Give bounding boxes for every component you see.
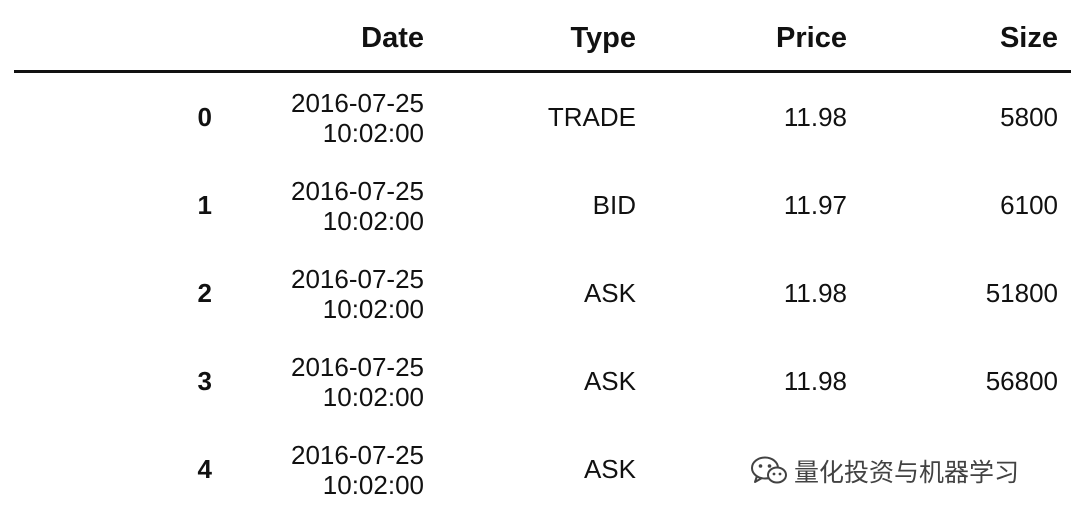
- table-row: 3 2016-07-25 10:02:00 ASK 11.98 56800: [0, 348, 1080, 436]
- header-divider: [14, 70, 1071, 73]
- type-cell: ASK: [583, 278, 636, 308]
- date-value: 2016-07-25: [291, 88, 424, 118]
- column-header-type: Type: [570, 22, 636, 54]
- type-cell: ASK: [583, 366, 636, 396]
- date-cell: 2016-07-25 10:02:00: [250, 440, 424, 500]
- row-index: 3: [197, 366, 212, 396]
- date-cell: 2016-07-25 10:02:00: [250, 88, 424, 148]
- row-index: 1: [197, 190, 212, 220]
- table-row: 1 2016-07-25 10:02:00 BID 11.97 6100: [0, 172, 1080, 260]
- watermark: 量化投资与机器学习: [750, 452, 1019, 490]
- time-value: 10:02:00: [322, 382, 424, 412]
- price-cell: 11.98: [783, 366, 847, 396]
- date-value: 2016-07-25: [291, 264, 424, 294]
- date-cell: 2016-07-25 10:02:00: [250, 264, 424, 324]
- date-value: 2016-07-25: [291, 176, 424, 206]
- time-value: 10:02:00: [322, 118, 424, 148]
- price-cell: 11.98: [783, 278, 847, 308]
- type-cell: BID: [592, 190, 636, 220]
- column-header-date: Date: [361, 22, 424, 54]
- date-cell: 2016-07-25 10:02:00: [250, 352, 424, 412]
- time-value: 10:02:00: [322, 206, 424, 236]
- price-cell: 11.98: [783, 102, 847, 132]
- column-header-size: Size: [999, 22, 1058, 54]
- date-value: 2016-07-25: [291, 440, 424, 470]
- table-row: 2 2016-07-25 10:02:00 ASK 11.98 51800: [0, 260, 1080, 348]
- row-index: 2: [197, 278, 212, 308]
- watermark-text: 量化投资与机器学习: [794, 458, 1020, 487]
- size-cell: 56800: [985, 366, 1058, 396]
- time-value: 10:02:00: [322, 470, 424, 500]
- time-value: 10:02:00: [322, 294, 424, 324]
- wechat-icon: [750, 455, 788, 487]
- table-row: 0 2016-07-25 10:02:00 TRADE 11.98 5800: [0, 84, 1080, 172]
- column-header-price: Price: [776, 22, 847, 54]
- size-cell: 5800: [1000, 102, 1058, 132]
- row-index: 0: [197, 102, 212, 132]
- date-cell: 2016-07-25 10:02:00: [250, 176, 424, 236]
- row-index: 4: [197, 454, 212, 484]
- date-value: 2016-07-25: [291, 352, 424, 382]
- size-cell: 6100: [1000, 190, 1058, 220]
- size-cell: 51800: [985, 278, 1058, 308]
- type-cell: ASK: [583, 454, 636, 484]
- type-cell: TRADE: [547, 102, 636, 132]
- price-cell: 11.97: [783, 190, 847, 220]
- table-row: 4 2016-07-25 10:02:00 ASK: [0, 436, 1080, 520]
